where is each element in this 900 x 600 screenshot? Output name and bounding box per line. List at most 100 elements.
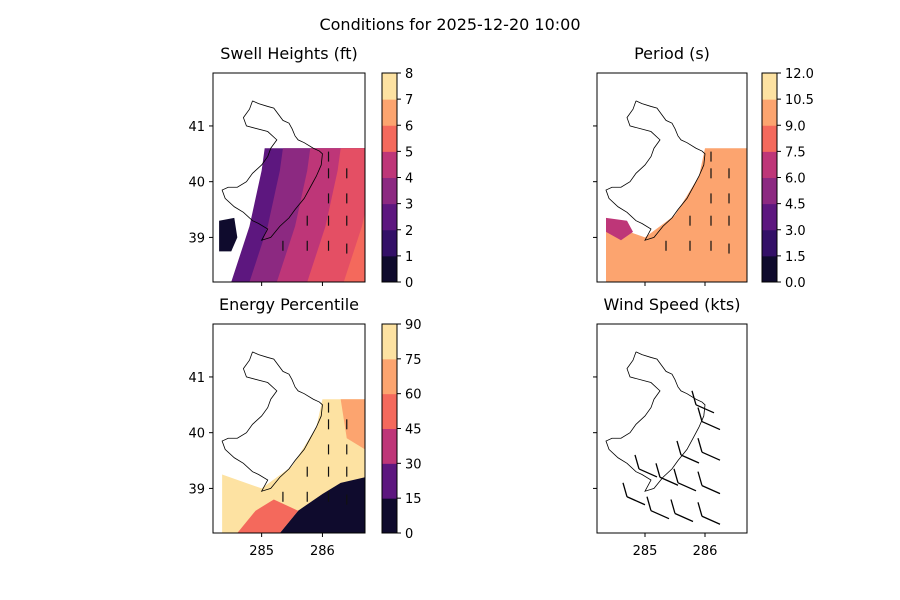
- colorbar-segment: [382, 463, 397, 499]
- contour-band: [343, 148, 365, 282]
- colorbar-tick-label: 10.5: [785, 93, 814, 108]
- colorbar-segment: [382, 151, 397, 178]
- wind-barb-shaft: [701, 515, 721, 525]
- wind-barb-flag: [622, 482, 628, 497]
- wind-barb: [697, 471, 721, 495]
- panel-body: [597, 324, 747, 533]
- colorbar-tick-label: 1: [405, 250, 413, 265]
- wind-barb-shaft: [701, 485, 721, 495]
- wind-barb-flag: [634, 454, 640, 470]
- y-tick-label: 41: [188, 371, 205, 386]
- y-tick-label: 41: [188, 120, 205, 135]
- colorbar-tick-label: 5: [405, 145, 413, 160]
- colorbar-tick-label: 9.0: [785, 119, 806, 134]
- y-tick-label: 39: [188, 231, 205, 246]
- wind-barb-flag: [691, 390, 697, 405]
- wind-barb-flag: [697, 502, 703, 517]
- wind-barb-flag: [670, 499, 676, 514]
- wind-barb: [676, 440, 700, 464]
- colorbar-segment: [382, 255, 397, 283]
- coastline: [605, 100, 706, 241]
- wind-barb-flag: [697, 407, 703, 422]
- coastline: [221, 351, 323, 492]
- panel-energy-percentile: Energy Percentile 39 40 41 285 286 0 15 30 45 60 75…: [188, 295, 421, 559]
- panel-title: Period (s): [634, 44, 710, 63]
- colorbar-tick-label: 60: [405, 388, 422, 403]
- colorbar-tick-label: 4.5: [785, 198, 806, 213]
- wind-barb-shaft: [677, 482, 697, 492]
- colorbar-tick-label: 15: [405, 492, 422, 507]
- wind-barb: [622, 482, 646, 506]
- colorbar-segment: [762, 151, 777, 178]
- colorbar-tick-label: 90: [405, 318, 422, 333]
- wind-barb-flag: [673, 468, 679, 484]
- colorbar-tick-label: 2: [405, 224, 413, 239]
- wind-barb-shaft: [650, 510, 670, 520]
- colorbar-tick-label: 75: [405, 353, 422, 368]
- wind-barb: [646, 496, 670, 520]
- figure-title: Conditions for 2025-12-20 10:00: [319, 15, 580, 34]
- colorbar-tick-label: 3.0: [785, 224, 806, 239]
- wind-barb-shaft: [638, 468, 658, 478]
- panel-frame: [212, 323, 366, 534]
- colorbar-segment: [762, 229, 777, 257]
- panel-background: [597, 324, 747, 533]
- wind-barb-flag: [676, 440, 682, 456]
- colorbar-segment: [762, 73, 777, 100]
- wind-barb: [697, 502, 721, 525]
- wind-barb: [670, 499, 694, 523]
- colorbar-segment: [382, 428, 397, 464]
- colorbar-segment: [382, 324, 397, 360]
- energy-mid-band: [237, 499, 299, 533]
- colorbar-tick-label: 0: [405, 276, 413, 291]
- panel-period-s: Period (s) 0.0 1.5 3.0 4.5 6.0 7.5 9.0 10.5 12.0: [593, 44, 814, 291]
- colorbar-tick-label: 0.0: [785, 276, 806, 291]
- colorbar-tick-label: 12.0: [785, 67, 814, 82]
- colorbar-segment: [382, 73, 397, 100]
- x-tick-label: 285: [633, 544, 658, 559]
- x-tick-label: 285: [249, 544, 274, 559]
- colorbar-segment: [762, 203, 777, 231]
- colorbar-tick-label: 7: [405, 93, 413, 108]
- colorbar-tick-label: 7.5: [785, 145, 806, 160]
- colorbar-segment: [762, 255, 777, 283]
- wind-barb-shaft: [626, 496, 646, 506]
- panel-title: Energy Percentile: [219, 295, 359, 314]
- coastline: [605, 351, 706, 492]
- wind-barb-shaft: [701, 451, 721, 461]
- colorbar-segment: [382, 203, 397, 231]
- colorbar-segment: [382, 393, 397, 429]
- wind-barb-shaft: [701, 420, 721, 431]
- y-tick-label: 40: [188, 427, 205, 442]
- colorbar-tick-label: 1.5: [785, 250, 806, 265]
- x-tick-label: 286: [693, 544, 718, 559]
- panel-body: [597, 73, 747, 282]
- colorbar-segment: [382, 229, 397, 257]
- energy-low-band: [279, 477, 365, 533]
- colorbar-segment: [382, 177, 397, 205]
- wind-barb: [697, 438, 721, 461]
- colorbar-segment: [382, 358, 397, 395]
- panel-wind-speed-kts: Wind Speed (kts) 285 286: [593, 295, 748, 559]
- contour-band-low: [219, 217, 238, 252]
- colorbar-tick-label: 6.0: [785, 172, 806, 187]
- colorbar-segment: [762, 125, 777, 152]
- wind-barb-flag: [655, 463, 661, 478]
- contour-band: [307, 148, 365, 282]
- wind-barb: [691, 390, 715, 414]
- panel-frame: [212, 72, 366, 283]
- colorbar-tick-label: 3: [405, 198, 413, 213]
- wind-barb-shaft: [659, 476, 679, 486]
- wind-barb: [697, 407, 721, 431]
- colorbar-segment: [762, 177, 777, 205]
- y-tick-label: 40: [188, 176, 205, 191]
- coastline: [221, 100, 323, 241]
- colorbar-tick-label: 45: [405, 423, 422, 438]
- wind-barb-flag: [646, 496, 652, 511]
- panel-title: Swell Heights (ft): [220, 44, 357, 63]
- wind-barb-flag: [697, 471, 703, 486]
- colorbar-segment: [382, 125, 397, 152]
- panel-body: [213, 324, 365, 533]
- panel-title: Wind Speed (kts): [604, 295, 741, 314]
